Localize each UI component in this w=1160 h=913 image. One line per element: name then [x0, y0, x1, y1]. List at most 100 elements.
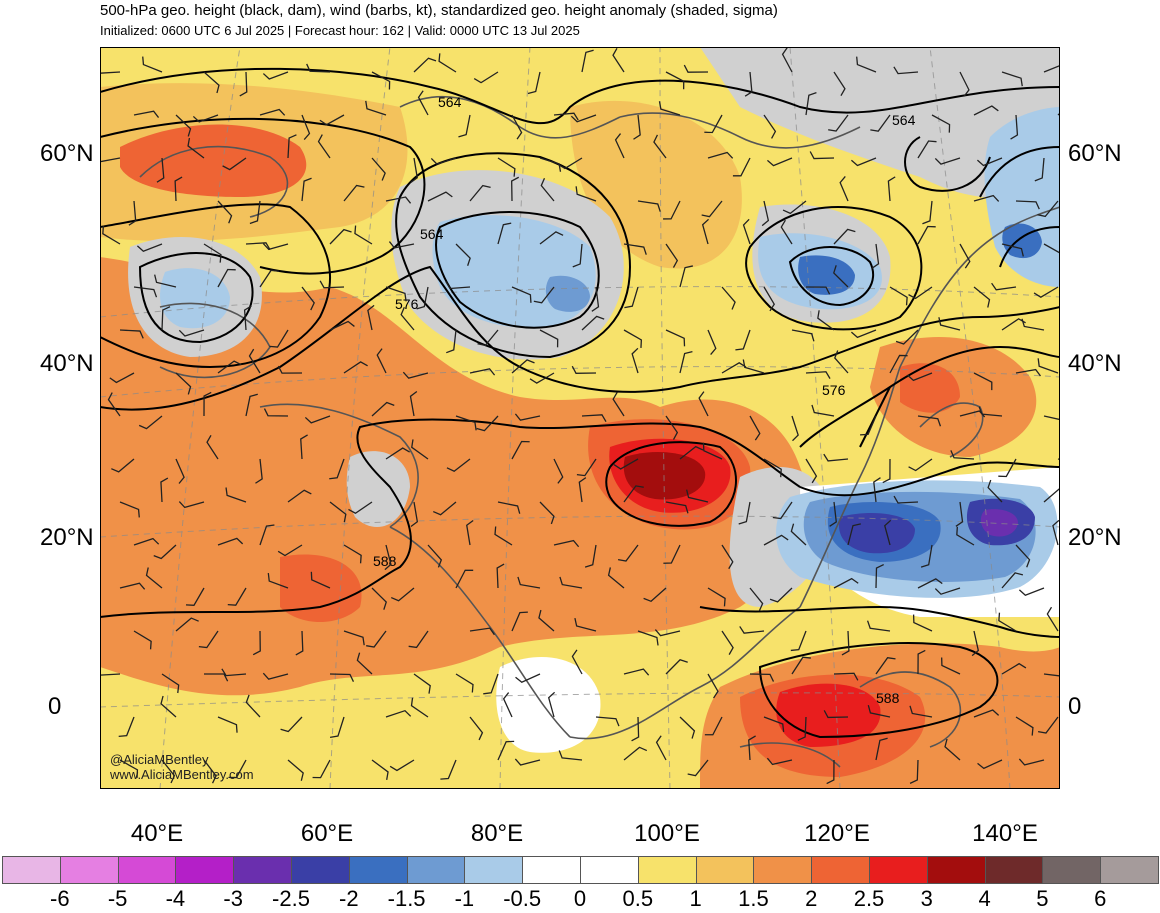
colorbar-swatch [522, 856, 581, 884]
wind-barb [1018, 587, 1045, 596]
wind-barb [631, 347, 639, 374]
wind-barb [529, 372, 555, 384]
wind-barb [553, 539, 580, 548]
colorbar-label: 2.5 [853, 886, 885, 911]
contour-label-group: 564 564 564 576 576 588 588 [373, 94, 916, 706]
wind-barb [934, 587, 961, 595]
wind-barb [595, 716, 620, 727]
wind-barb [203, 759, 217, 784]
wind-barb [343, 361, 368, 374]
wind-barb [319, 280, 345, 289]
wind-barb [174, 176, 183, 202]
wind-barb [515, 673, 541, 683]
colorbar-label: 2 [805, 886, 818, 911]
wind-barb [1001, 243, 1024, 257]
wind-barb [245, 242, 271, 251]
wind-barb [371, 759, 389, 780]
wind-barb [744, 71, 753, 97]
colorbar-label: -3 [223, 886, 243, 911]
wind-barb [145, 567, 163, 589]
wind-barb [870, 114, 891, 132]
wind-barb [665, 415, 679, 440]
wind-barb [245, 694, 261, 718]
wind-barb [217, 200, 233, 224]
wind-barb [607, 567, 625, 589]
wind-barb [735, 329, 751, 351]
wind-barb [683, 64, 709, 73]
wind-barb [833, 228, 856, 245]
wind-barb [455, 243, 471, 266]
wind-barb [1043, 673, 1060, 677]
wind-barb [277, 365, 303, 374]
wind-barb [833, 265, 849, 288]
wind-barb [575, 186, 597, 202]
wind-barb [956, 526, 975, 546]
height-contours [100, 67, 1060, 739]
wind-barb [856, 56, 877, 73]
wind-barb [912, 614, 933, 632]
credit-site: www.AliciaMBentley.com [110, 767, 254, 782]
wind-barb [817, 310, 835, 331]
wind-barb [882, 458, 891, 484]
wind-barb [133, 630, 152, 650]
wind-barb [931, 114, 951, 133]
colorbar-label: -2.5 [272, 886, 310, 911]
wind-barb [665, 243, 679, 268]
anomaly-area-pos-central [100, 257, 808, 696]
wind-barb [136, 243, 163, 252]
wind-barb [356, 652, 373, 675]
wind-barb [790, 523, 807, 546]
wind-barb [385, 196, 412, 204]
wind-barb [895, 329, 919, 345]
wind-barb [920, 544, 933, 568]
wind-barb [111, 458, 135, 473]
wind-barb [833, 577, 859, 589]
wind-barb [455, 673, 474, 693]
wind-barb [841, 630, 850, 656]
wind-barb [828, 114, 849, 132]
wind-barb [259, 524, 275, 546]
wind-barb [654, 629, 681, 637]
wind-barb [790, 630, 807, 652]
wind-barb [107, 392, 121, 417]
wind-barb [959, 71, 970, 97]
wind-barb [663, 200, 681, 220]
wind-barb [749, 415, 761, 441]
wind-barb [917, 140, 937, 159]
wind-barb [413, 57, 437, 73]
wind-barb [417, 90, 429, 116]
wind-barb [185, 587, 205, 606]
wind-barb [343, 630, 365, 646]
wind-barb [408, 630, 429, 649]
wind-barb [517, 576, 541, 589]
colorbar-swatch [926, 856, 986, 884]
lon-label: 120°E [804, 820, 870, 847]
wind-barb [160, 695, 177, 718]
wind-barb [540, 177, 555, 202]
anomaly-area-neg-pacific-east-core [980, 509, 1018, 537]
wind-barb [1018, 758, 1045, 766]
wind-barb [198, 630, 219, 649]
wind-barb [887, 176, 896, 202]
wind-barb [329, 458, 345, 480]
wind-barb [591, 286, 600, 312]
wind-barb [571, 649, 583, 675]
wind-barbs [100, 47, 1060, 785]
wind-barb [287, 134, 297, 159]
wind-barb [438, 53, 457, 73]
wind-barb [348, 501, 373, 515]
lat-label-left: 20°N [40, 524, 94, 551]
wind-barb [287, 759, 304, 781]
wind-barb [833, 71, 846, 97]
wind-barb [365, 100, 387, 116]
colorbar-swatch [348, 856, 408, 884]
wind-barb [287, 489, 312, 503]
wind-barb [809, 151, 835, 160]
wind-barb [329, 673, 355, 682]
wind-barb [763, 286, 775, 312]
wind-barb [389, 759, 415, 772]
contour-label: 564 [420, 226, 444, 242]
wind-barb [973, 372, 993, 391]
wind-barb [742, 359, 765, 374]
wind-barb [767, 157, 793, 167]
